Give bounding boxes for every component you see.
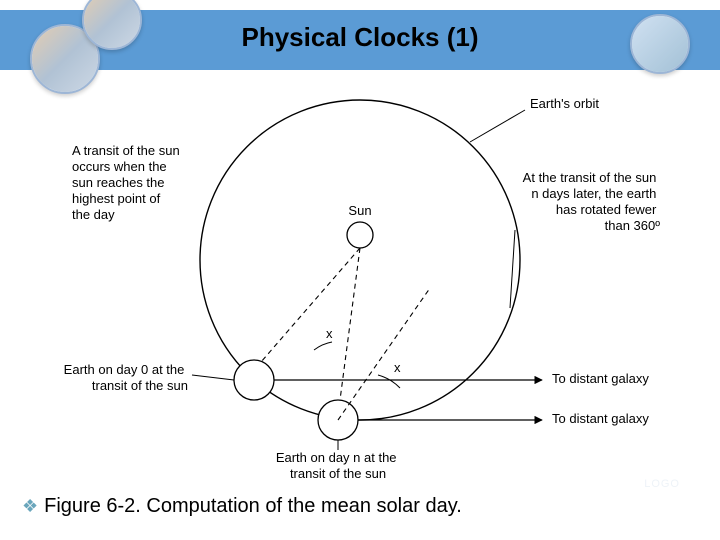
svg-text:At the transit of the sun: At the transit of the sun n days later, … [523,170,661,233]
svg-text:Earth on day n at the tran: Earth on day n at the transit of the sun [276,450,400,480]
figure-caption: ❖ Figure 6-2. Computation of the mean so… [22,495,698,518]
figure-diagram: Sun x x Earth's orbit A transit of the s… [0,70,720,480]
svg-text:Earth's orbit: Earth's orbit [530,96,599,111]
slide-title: Physical Clocks (1) [0,22,720,53]
svg-text:Earth on day 0 at the tran: Earth on day 0 at the transit of the sun [64,362,188,393]
svg-text:A transit of the sun occur: A transit of the sun occurs when the sun… [72,143,183,222]
svg-text:To distant galaxy: To distant galaxy [552,411,649,426]
caption-text: Figure 6-2. Computation of the mean sola… [44,495,462,518]
svg-text:To distant galaxy: To distant galaxy [552,371,649,386]
svg-text:x: x [326,326,333,341]
watermark-logo: LOGO [644,478,680,490]
svg-text:x: x [394,360,401,375]
bullet-icon: ❖ [22,496,38,517]
sun-label: Sun [348,203,371,218]
